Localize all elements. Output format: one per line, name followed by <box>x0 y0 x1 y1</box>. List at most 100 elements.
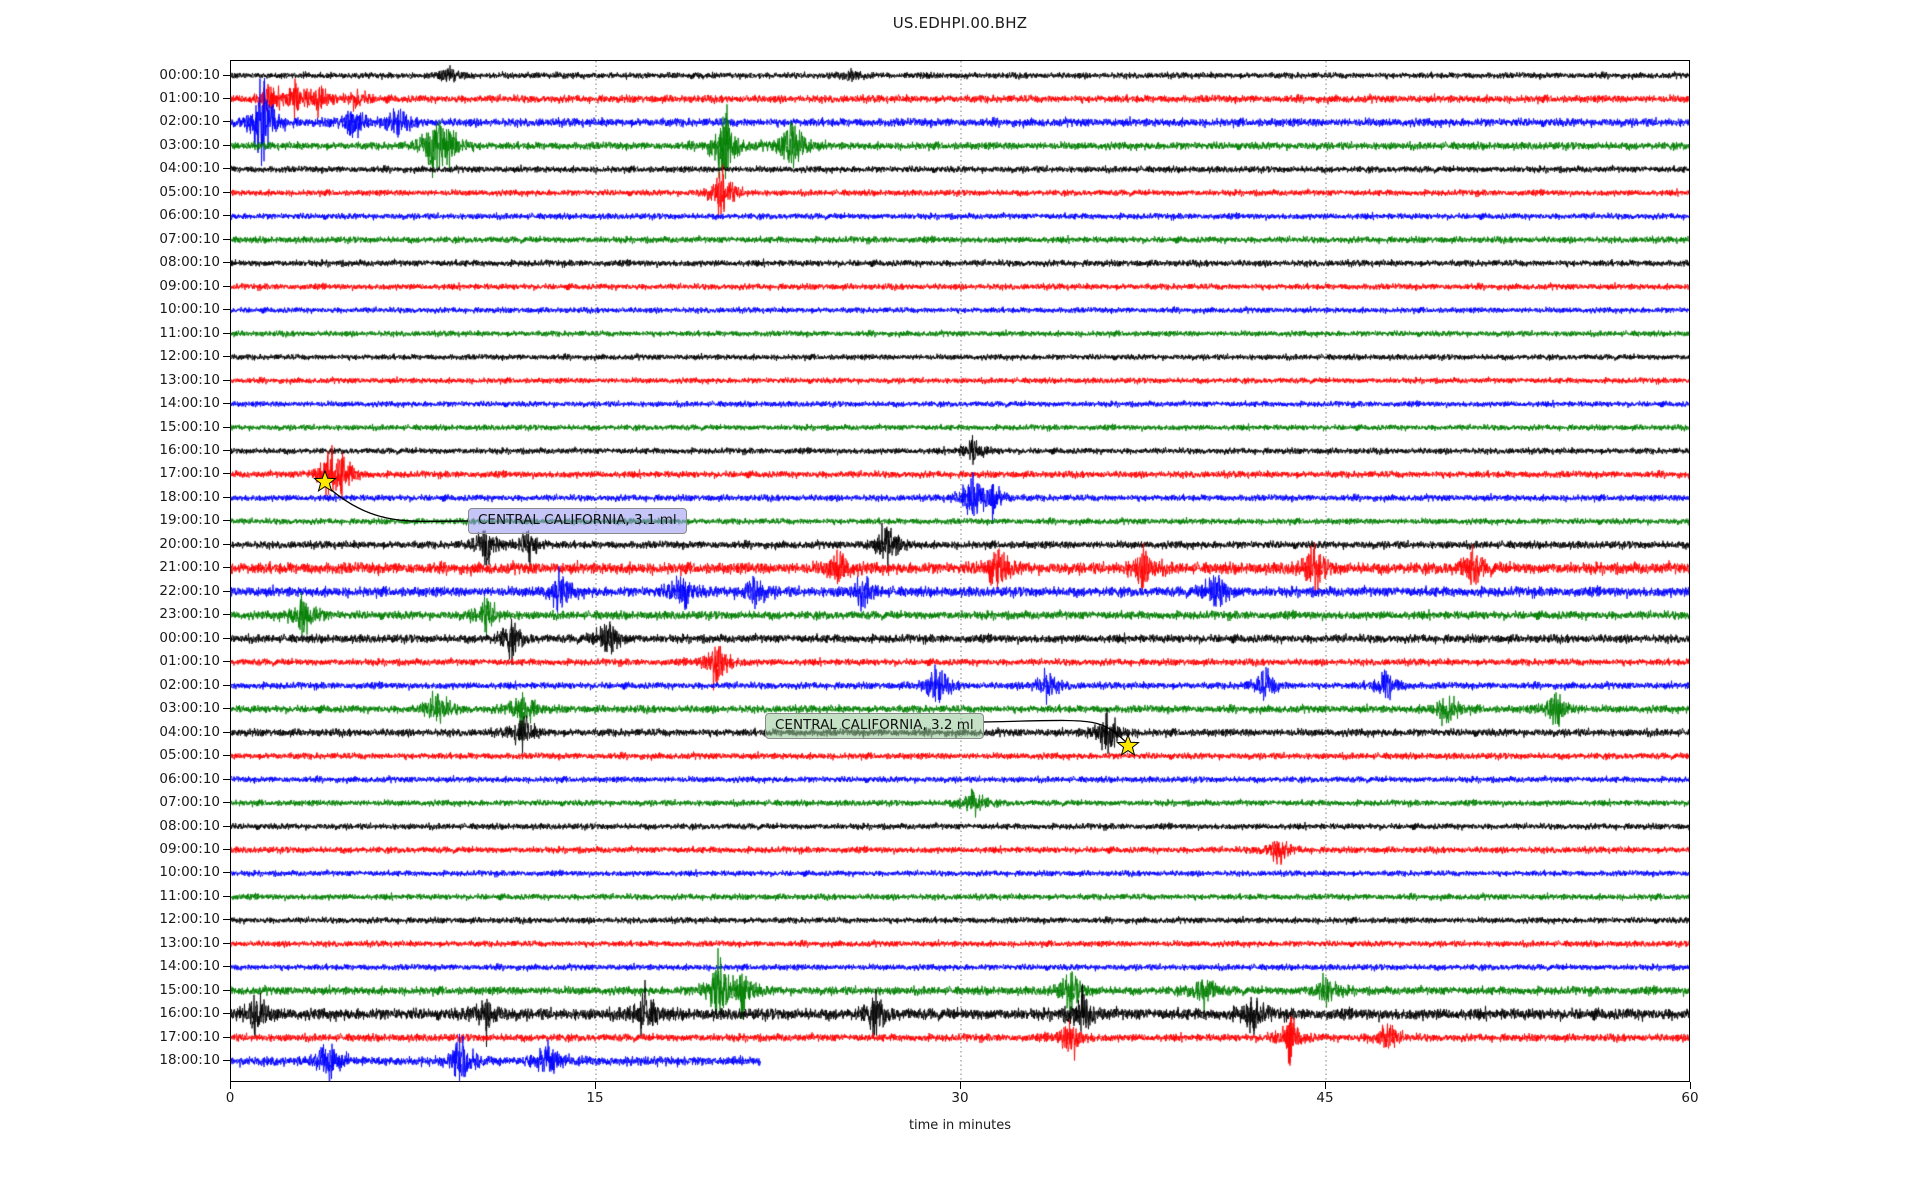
y-tick-mark <box>223 708 231 710</box>
y-tick-mark <box>223 895 231 897</box>
y-tick-mark <box>223 309 231 311</box>
y-tick-label: 09:00:10 <box>159 277 220 294</box>
y-tick-label: 21:00:10 <box>159 559 220 576</box>
y-tick-label: 17:00:10 <box>159 1028 220 1045</box>
y-tick-label: 03:00:10 <box>159 136 220 153</box>
x-tick-mark <box>1690 1082 1691 1089</box>
y-tick-label: 15:00:10 <box>159 981 220 998</box>
y-tick-mark <box>223 121 231 123</box>
y-tick-label: 00:00:10 <box>159 629 220 646</box>
y-tick-label: 01:00:10 <box>159 90 220 107</box>
y-tick-mark <box>223 1060 231 1062</box>
seismic-traces <box>231 61 1689 1081</box>
y-tick-label: 18:00:10 <box>159 488 220 505</box>
y-tick-mark <box>223 1036 231 1038</box>
y-tick-mark <box>223 684 231 686</box>
y-tick-mark <box>223 215 231 217</box>
y-tick-mark <box>223 590 231 592</box>
y-tick-mark <box>223 473 231 475</box>
plot-area <box>230 60 1690 1082</box>
y-tick-mark <box>223 989 231 991</box>
y-tick-label: 16:00:10 <box>159 1005 220 1022</box>
y-tick-mark <box>223 614 231 616</box>
y-tick-mark <box>223 966 231 968</box>
y-tick-label: 05:00:10 <box>159 183 220 200</box>
y-tick-label: 14:00:10 <box>159 395 220 412</box>
y-tick-label: 08:00:10 <box>159 254 220 271</box>
y-tick-label: 11:00:10 <box>159 324 220 341</box>
y-tick-mark <box>223 1013 231 1015</box>
y-tick-mark <box>223 144 231 146</box>
y-tick-label: 06:00:10 <box>159 770 220 787</box>
y-tick-mark <box>223 379 231 381</box>
y-tick-label: 18:00:10 <box>159 1052 220 1069</box>
y-tick-label: 13:00:10 <box>159 371 220 388</box>
y-tick-label: 04:00:10 <box>159 160 220 177</box>
y-tick-label: 12:00:10 <box>159 348 220 365</box>
x-tick-mark <box>1325 1082 1326 1089</box>
x-tick-label: 60 <box>1681 1090 1699 1106</box>
y-tick-label: 17:00:10 <box>159 465 220 482</box>
y-tick-mark <box>223 356 231 358</box>
y-tick-label: 06:00:10 <box>159 207 220 224</box>
y-tick-mark <box>223 262 231 264</box>
y-tick-mark <box>223 332 231 334</box>
y-tick-label: 07:00:10 <box>159 230 220 247</box>
y-tick-mark <box>223 919 231 921</box>
y-tick-label: 15:00:10 <box>159 418 220 435</box>
y-tick-label: 13:00:10 <box>159 934 220 951</box>
x-tick-label: 45 <box>1316 1090 1334 1106</box>
y-tick-mark <box>223 426 231 428</box>
y-tick-mark <box>223 285 231 287</box>
y-tick-mark <box>223 661 231 663</box>
y-tick-mark <box>223 543 231 545</box>
y-tick-mark <box>223 637 231 639</box>
y-tick-label: 02:00:10 <box>159 113 220 130</box>
y-tick-mark <box>223 567 231 569</box>
y-tick-mark <box>223 755 231 757</box>
x-tick-label: 0 <box>225 1090 235 1106</box>
y-tick-label: 05:00:10 <box>159 747 220 764</box>
y-tick-label: 00:00:10 <box>159 66 220 83</box>
y-tick-mark <box>223 168 231 170</box>
y-tick-mark <box>223 731 231 733</box>
page-title: US.EDHPI.00.BHZ <box>892 14 1028 32</box>
y-tick-mark <box>223 778 231 780</box>
y-tick-mark <box>223 872 231 874</box>
y-tick-label: 11:00:10 <box>159 887 220 904</box>
y-tick-label: 10:00:10 <box>159 864 220 881</box>
y-tick-label: 16:00:10 <box>159 442 220 459</box>
y-tick-label: 07:00:10 <box>159 794 220 811</box>
y-tick-label: 02:00:10 <box>159 676 220 693</box>
y-tick-label: 09:00:10 <box>159 840 220 857</box>
x-tick-mark <box>230 1082 231 1089</box>
y-tick-label: 12:00:10 <box>159 911 220 928</box>
y-tick-mark <box>223 520 231 522</box>
y-tick-mark <box>223 191 231 193</box>
y-tick-label: 20:00:10 <box>159 535 220 552</box>
y-tick-label: 03:00:10 <box>159 700 220 717</box>
y-tick-label: 04:00:10 <box>159 723 220 740</box>
x-axis-label: time in minutes <box>908 1118 1012 1133</box>
y-tick-label: 23:00:10 <box>159 606 220 623</box>
y-tick-mark <box>223 403 231 405</box>
y-tick-mark <box>223 942 231 944</box>
y-tick-label: 22:00:10 <box>159 582 220 599</box>
y-tick-label: 14:00:10 <box>159 958 220 975</box>
y-tick-mark <box>223 848 231 850</box>
x-tick-mark <box>960 1082 961 1089</box>
y-tick-mark <box>223 802 231 804</box>
y-tick-mark <box>223 496 231 498</box>
x-tick-mark <box>595 1082 596 1089</box>
y-tick-label: 08:00:10 <box>159 817 220 834</box>
x-tick-label: 15 <box>586 1090 604 1106</box>
y-tick-mark <box>223 74 231 76</box>
y-tick-label: 19:00:10 <box>159 512 220 529</box>
y-tick-mark <box>223 238 231 240</box>
x-tick-label: 30 <box>951 1090 969 1106</box>
y-tick-mark <box>223 98 231 100</box>
y-tick-label: 10:00:10 <box>159 301 220 318</box>
y-tick-mark <box>223 825 231 827</box>
y-tick-label: 01:00:10 <box>159 653 220 670</box>
